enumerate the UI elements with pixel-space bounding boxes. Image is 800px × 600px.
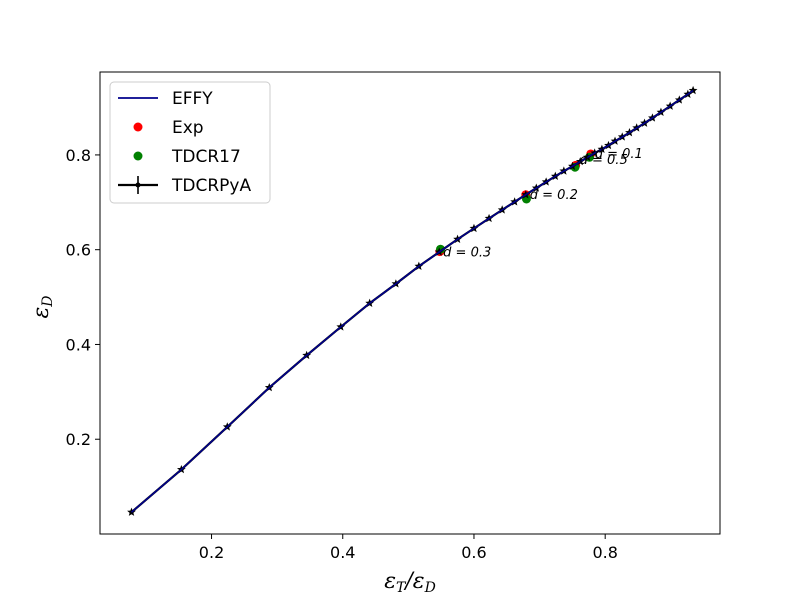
annotation-label: d = 0.2: [530, 188, 578, 203]
y-axis-label: εD: [29, 295, 56, 318]
annotation-label: d = 0.1: [595, 147, 643, 162]
legend-label-effy: EFFY: [172, 89, 213, 109]
point-tdcrpya: [688, 85, 698, 95]
legend-label-tdcrpya: TDCRPyA: [171, 176, 251, 196]
x-axis-label: εT/εD: [384, 569, 436, 596]
y-tick-label: 0.8: [66, 146, 91, 165]
x-tick-label: 0.6: [461, 543, 486, 562]
x-tick-label: 0.4: [330, 543, 355, 562]
legend-marker-tdcrpya: [135, 182, 141, 188]
x-tick-label: 0.2: [199, 543, 224, 562]
annotation-label: d = 0.5: [580, 153, 628, 168]
legend-handle-exp: [133, 122, 143, 132]
legend-box: [109, 81, 271, 204]
legend-label-exp: Exp: [172, 118, 204, 138]
legend: EFFY Exp TDCR17 TDCRPyA: [109, 81, 271, 204]
legend-handle-tdcr17: [133, 151, 143, 161]
series-layer: [127, 85, 698, 516]
axes-frame: [99, 71, 721, 535]
series-line-effy: [130, 89, 694, 513]
y-tick-label: 0.2: [66, 430, 91, 449]
y-tick-label: 0.4: [66, 335, 91, 354]
legend-label-tdcr17: TDCR17: [171, 147, 241, 167]
axes: 0.2 0.4 0.6 0.8 0.2 0.4 0.6 0.8: [66, 71, 721, 562]
annotation-label: d = 0.3: [443, 246, 491, 261]
annotations: d = 0.3 d = 0.2 d = 0.1d = 0.5: [443, 147, 643, 261]
y-tick-label: 0.6: [66, 241, 91, 260]
x-tick-label: 0.8: [592, 543, 617, 562]
